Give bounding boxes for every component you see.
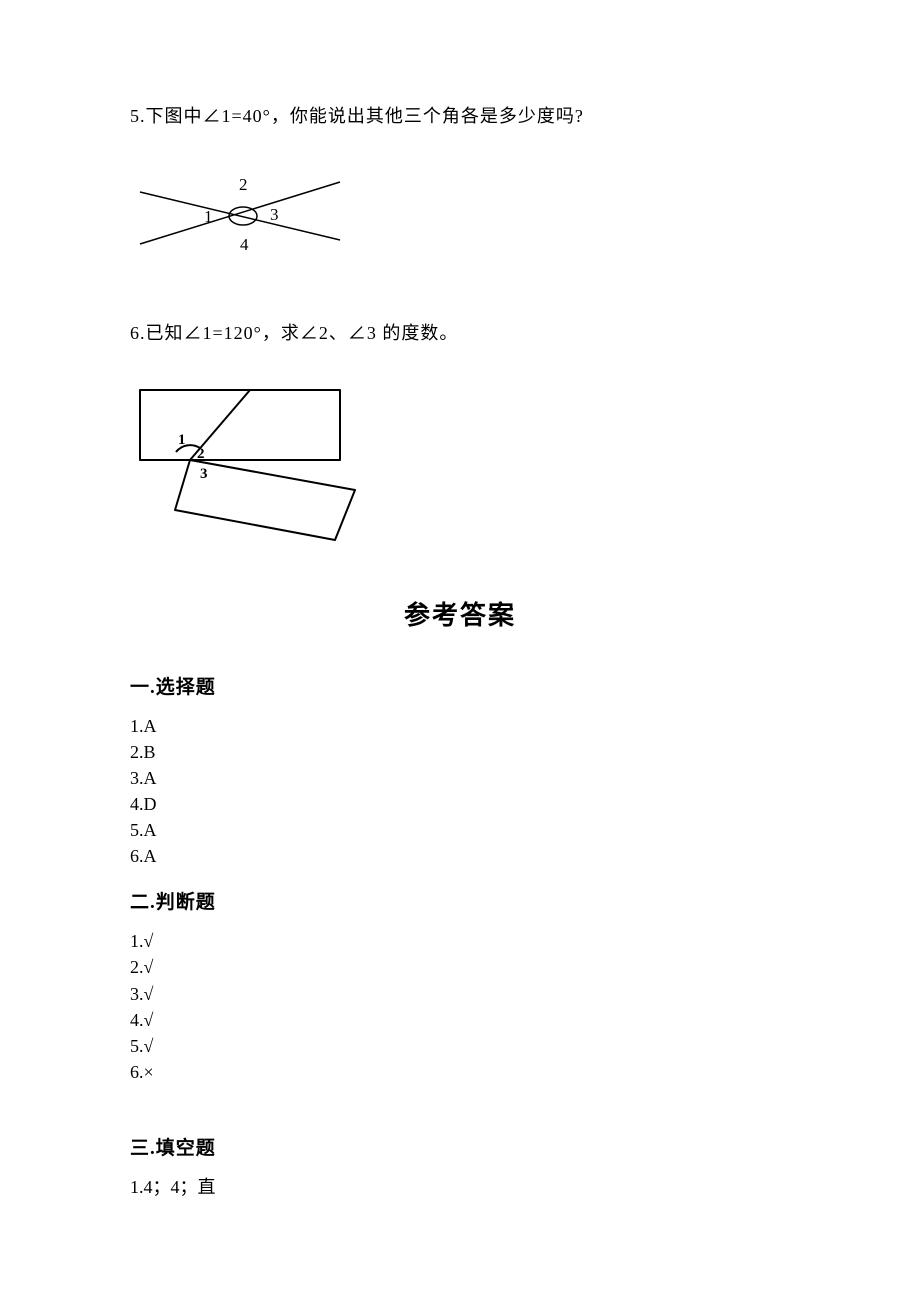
- section-heading-fill: 三.填空题: [130, 1133, 790, 1160]
- svg-text:3: 3: [270, 205, 279, 224]
- section-heading-choice: 一.选择题: [130, 672, 790, 699]
- rectangles-angle-diagram: 12 3: [130, 380, 370, 550]
- list-item: 2.√: [130, 954, 790, 980]
- list-item: 3.√: [130, 981, 790, 1007]
- question-5-figure: 2 1 3 4: [130, 162, 790, 277]
- question-5-text: 5.下图中∠1=40°，你能说出其他三个角各是多少度吗?: [130, 100, 790, 132]
- list-item: 1.√: [130, 928, 790, 954]
- svg-text:1: 1: [204, 207, 213, 226]
- list-item: 4.√: [130, 1007, 790, 1033]
- list-item: 6.A: [130, 843, 790, 869]
- fill-answer-list: 1.4；4；直: [130, 1174, 790, 1200]
- svg-text:1: 1: [178, 432, 186, 448]
- list-item: 1.A: [130, 713, 790, 739]
- answers-title: 参考答案: [130, 595, 790, 632]
- choice-answer-list: 1.A 2.B 3.A 4.D 5.A 6.A: [130, 713, 790, 870]
- list-item: 1.4；4；直: [130, 1174, 790, 1200]
- list-item: 6.×: [130, 1059, 790, 1085]
- question-6-text: 6.已知∠1=120°，求∠2、∠3 的度数。: [130, 317, 790, 349]
- list-item: 4.D: [130, 791, 790, 817]
- judge-answer-list: 1.√ 2.√ 3.√ 4.√ 5.√ 6.×: [130, 928, 790, 1085]
- question-6-figure: 12 3: [130, 380, 790, 555]
- section-heading-judge: 二.判断题: [130, 887, 790, 914]
- svg-text:4: 4: [240, 235, 249, 254]
- page: 5.下图中∠1=40°，你能说出其他三个角各是多少度吗? 2134 6.已知∠1…: [0, 0, 920, 1302]
- intersecting-lines-diagram: 2 1 3 4: [130, 162, 350, 272]
- list-item: 5.A: [130, 817, 790, 843]
- list-item: 5.√: [130, 1033, 790, 1059]
- list-item: 2.B: [130, 739, 790, 765]
- svg-text:2: 2: [197, 446, 205, 462]
- list-item: 3.A: [130, 765, 790, 791]
- svg-text:3: 3: [200, 466, 208, 482]
- svg-text:2: 2: [239, 175, 248, 194]
